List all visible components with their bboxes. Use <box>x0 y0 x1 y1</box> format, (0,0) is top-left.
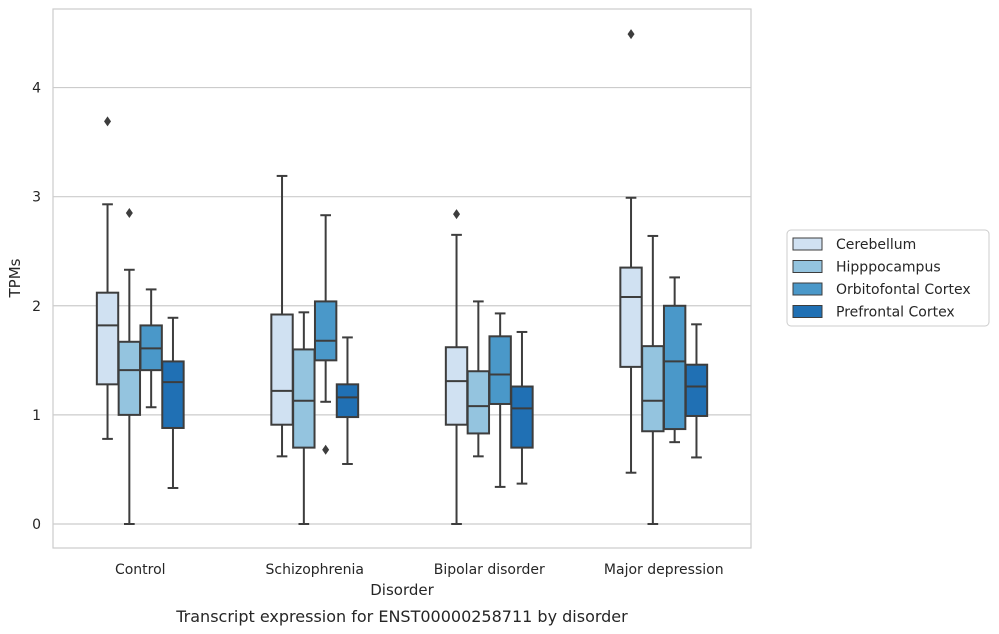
y-tick-label: 0 <box>32 517 41 533</box>
x-axis-label: Disorder <box>370 581 434 599</box>
legend-swatch <box>792 237 823 251</box>
box <box>335 383 360 419</box>
box <box>619 266 643 368</box>
outlier-point <box>453 209 461 220</box>
x-tick-label: Schizophrenia <box>266 562 364 578</box>
box <box>510 385 534 449</box>
legend-swatch <box>792 305 823 318</box>
box <box>641 345 665 433</box>
legend-swatch <box>792 260 823 273</box>
box <box>117 340 142 416</box>
y-tick-labels: 0 1 2 3 4 <box>32 81 41 533</box>
box <box>95 291 120 386</box>
box <box>466 370 491 435</box>
box <box>292 348 316 449</box>
legend: Cerebellum Hipppocampus Orbitofontal Corte… <box>786 229 990 327</box>
x-tick-label: Bipolar disorder <box>434 562 545 578</box>
legend-entry: Cerebellum <box>836 237 916 253</box>
box <box>444 346 469 426</box>
x-tick-labels: Control Schizophrenia Bipolar disorder Majo… <box>115 562 724 578</box>
y-tick-label: 2 <box>32 299 41 315</box>
outlier-point <box>322 444 330 455</box>
plot-area <box>52 8 752 549</box>
box <box>313 300 338 362</box>
legend-entry: Orbitofontal Cortex <box>836 282 971 298</box>
x-tick-label: Control <box>115 562 166 578</box>
x-tick-label: Major depression <box>604 562 724 578</box>
box <box>662 304 687 431</box>
y-tick-label: 4 <box>32 81 41 97</box>
outlier-point <box>125 208 133 219</box>
y-axis-label: TPMs <box>6 258 24 298</box>
legend-entry: Hipppocampus <box>836 260 941 276</box>
chart-caption: Transcript expression for ENST0000025871… <box>175 607 628 626</box>
y-tick-label: 1 <box>32 408 41 424</box>
legend-frame <box>786 229 990 327</box>
y-tick-label: 3 <box>32 190 41 206</box>
outlier-point <box>104 116 112 127</box>
legend-swatch <box>792 282 823 296</box>
box-plots <box>95 29 709 525</box>
box <box>684 363 709 417</box>
outlier-point <box>627 29 635 40</box>
box <box>270 313 294 426</box>
box <box>161 360 185 429</box>
legend-entry: Prefrontal Cortex <box>836 305 955 321</box>
box <box>488 335 512 405</box>
